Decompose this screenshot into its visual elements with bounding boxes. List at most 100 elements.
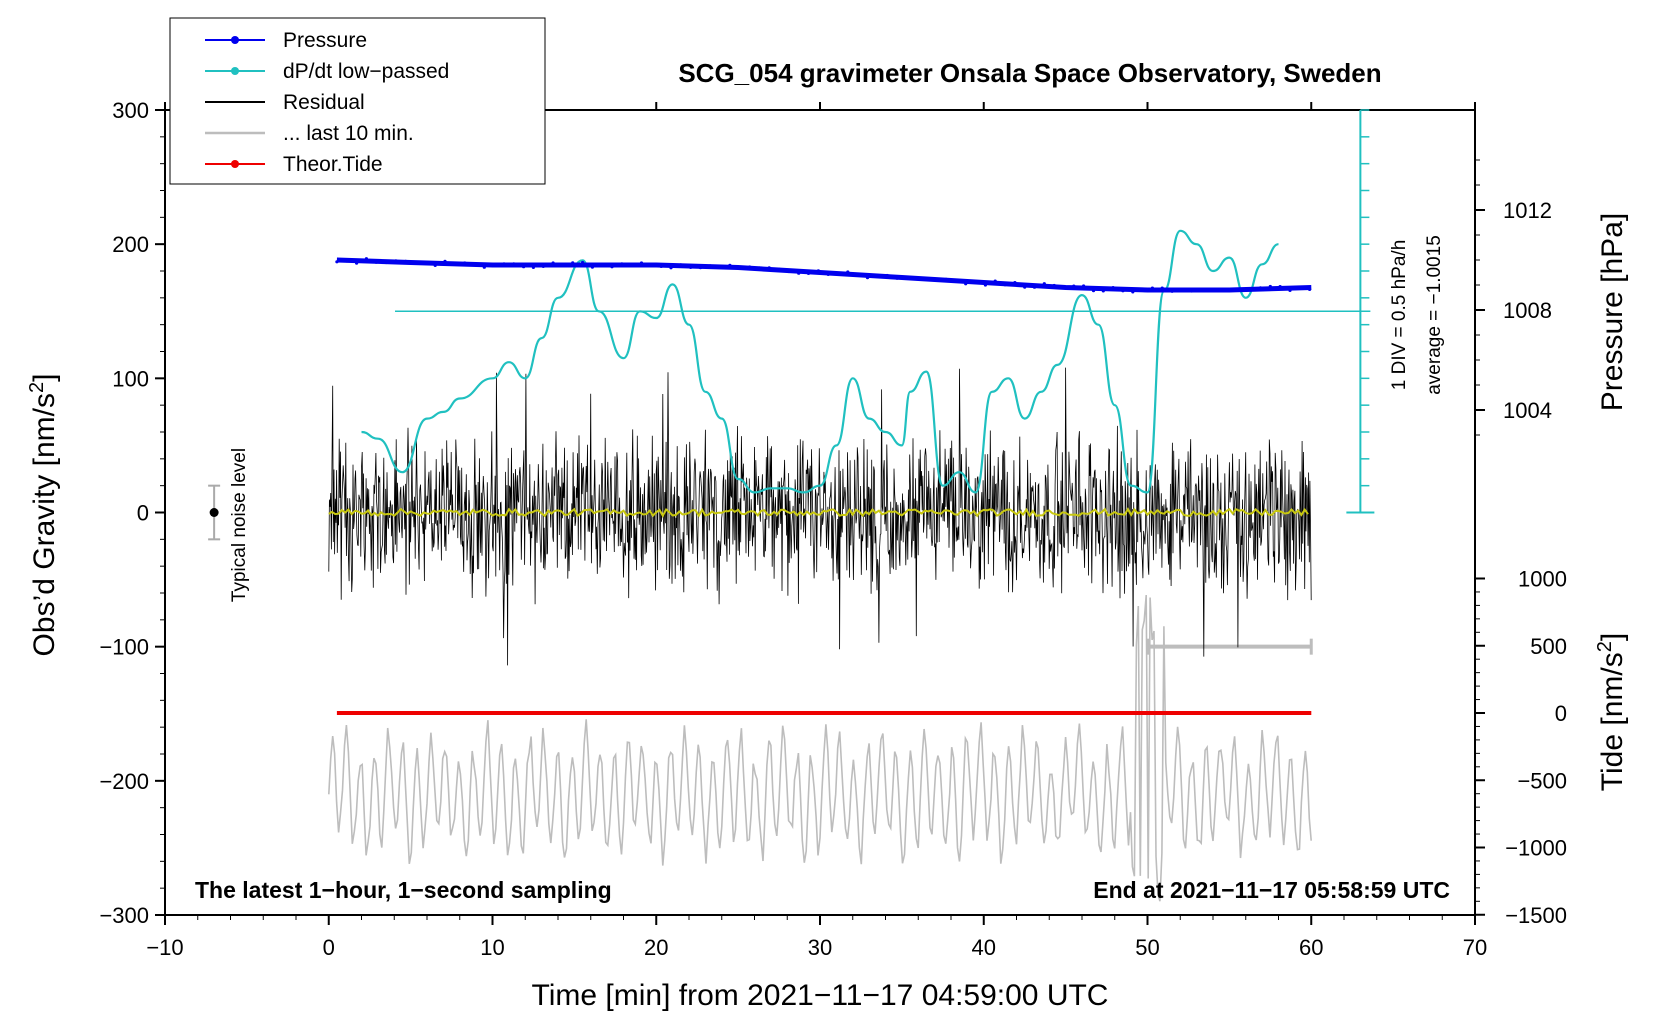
pressure-point [954,278,958,282]
chart-title: SCG_054 gravimeter Onsala Space Observat… [678,58,1381,88]
pressure-point [423,261,427,265]
pressure-point [522,265,526,269]
x-tick-label: 60 [1299,935,1323,960]
pressure-point [404,259,408,263]
pressure-point [384,260,388,265]
legend-label-3: ... last 10 min. [283,122,414,145]
y-tick-label: −100 [99,635,149,660]
pressure-point [826,272,830,276]
pressure-tick-label: 1004 [1503,398,1552,423]
pressure-point [1150,286,1154,290]
tide-tick-label: −500 [1517,768,1567,793]
pressure-point [1072,284,1076,288]
noise-level-dot [209,508,219,517]
x-tick-label: 70 [1463,935,1487,960]
residual-smoothed-line [328,507,1309,518]
pressure-point [1180,288,1184,292]
tide-tick-label: 1000 [1518,567,1567,592]
pressure-point [1288,288,1292,292]
pressure-point [639,261,644,265]
x-tick-label: 20 [644,935,668,960]
legend-label-0: Pressure [283,29,367,52]
pressure-point [1032,285,1037,289]
pressure-point [1082,284,1086,288]
pressure-point [1003,283,1007,287]
pressure-point [413,261,418,265]
annotation-average: average = −1.0015 [1424,235,1445,395]
pressure-point [1042,282,1046,286]
pressure-point [630,264,634,268]
annotation-noise-level: Typical noise level [229,448,250,602]
y-tick-label: 100 [112,366,149,391]
pressure-point [934,278,938,282]
pressure-point [433,263,437,267]
pressure-point [1199,289,1204,293]
pressure-point [944,277,948,281]
pressure-point [708,264,712,268]
pressure-point [728,263,732,267]
pressure-point [748,265,752,269]
pressure-point [590,265,595,269]
pressure-point [571,261,575,265]
pressure-point [482,265,486,269]
pressure-point [679,263,683,267]
pressure-point [964,282,968,286]
y-axis-label-tide-sup: 2 [1594,641,1616,652]
pressure-point [875,273,879,277]
annotation-end-time: End at 2021−11−17 05:58:59 UTC [1093,877,1450,903]
pressure-point [620,262,624,266]
y-axis-label-tide-main: Tide [nm/s [1596,652,1629,791]
pressure-point [463,261,467,265]
last-10-min-line [328,594,1312,902]
pressure-point [345,259,349,263]
y-axis-label-gravity: Obs’d Gravity [nm/s2] [26,374,61,657]
pressure-tick-label: 1008 [1503,298,1552,323]
pressure-point [1091,289,1096,293]
y-axis-label-gravity-main: Obs’d Gravity [nm/s [28,393,61,656]
pressure-point [453,262,457,266]
pressure-point [600,264,604,268]
pressure-point [1239,287,1243,291]
pressure-point [472,263,477,267]
pressure-point [1268,284,1272,289]
pressure-point [1101,289,1105,293]
tide-tick-label: 0 [1555,701,1567,726]
legend-marker-0 [231,36,239,44]
pressure-point [806,271,811,275]
tide-tick-label: −1500 [1505,903,1567,928]
pressure-point [856,273,860,277]
pressure-point [718,264,722,269]
tide-tick-label: 500 [1530,634,1567,659]
pressure-point [836,272,840,276]
y-axis-label-gravity-end: ] [28,374,61,382]
pressure-point [895,276,899,280]
y-axis-label-tide-end: ] [1596,633,1629,641]
legend: Pressure dP/dt low−passed Residual ... last… [169,17,546,185]
x-tick-label: 10 [480,935,504,960]
y-tick-label: 0 [137,501,149,526]
pressure-point [1121,289,1125,293]
pressure-point [443,259,447,263]
pressure-point [1062,286,1066,290]
pressure-point [797,271,801,275]
y-tick-label: 200 [112,232,149,257]
pressure-point [649,262,653,266]
x-axis-label: Time [min] from 2021−11−17 04:59:00 UTC [532,979,1109,1012]
pressure-point [983,283,988,287]
legend-marker-4 [231,160,239,168]
pressure-point [905,275,909,279]
pressure-point [698,266,703,270]
pressure-point [1170,289,1174,293]
pressure-point [531,265,536,269]
pressure-point [924,277,929,281]
legend-label-4: Theor.Tide [283,153,383,176]
pressure-point [689,265,693,269]
pressure-point [394,259,398,263]
series-layer [208,109,1375,902]
pressure-point [1219,287,1223,291]
pressure-point [502,262,506,266]
pressure-tick-label: 1012 [1503,198,1552,223]
residual-line [328,367,1312,666]
y-axis-label-tide: Tide [nm/s2] [1594,633,1629,791]
pressure-point [1308,287,1312,291]
